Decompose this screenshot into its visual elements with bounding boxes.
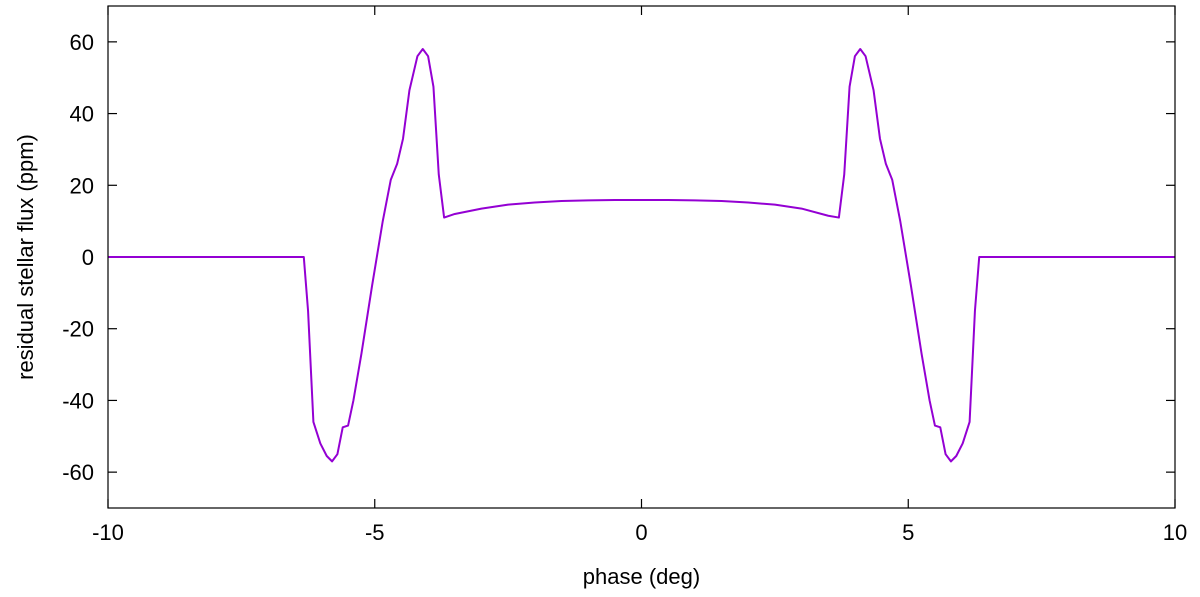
y-tick-label: 40 — [70, 102, 94, 127]
y-tick-label: -40 — [62, 388, 94, 413]
x-tick-label: 5 — [902, 520, 914, 545]
x-tick-label: -10 — [92, 520, 124, 545]
plot-frame — [107, 5, 1176, 509]
x-tick-label: -5 — [365, 520, 385, 545]
y-tick-label: -20 — [62, 317, 94, 342]
x-tick-label: 0 — [635, 520, 647, 545]
series-layer — [108, 48, 1175, 463]
y-tick-label: 20 — [70, 173, 94, 198]
series-line-0 — [108, 48, 1175, 463]
x-tick-label: 10 — [1163, 520, 1187, 545]
y-tick-label: 0 — [82, 245, 94, 270]
y-axis-label: residual stellar flux (ppm) — [13, 134, 38, 380]
y-tick-label: 60 — [70, 30, 94, 55]
x-axis-label: phase (deg) — [583, 564, 700, 589]
tick-labels: -10 -5 0 5 10 -60 -40 -20 0 20 40 60 — [62, 30, 1187, 545]
y-tick-label: -60 — [62, 460, 94, 485]
